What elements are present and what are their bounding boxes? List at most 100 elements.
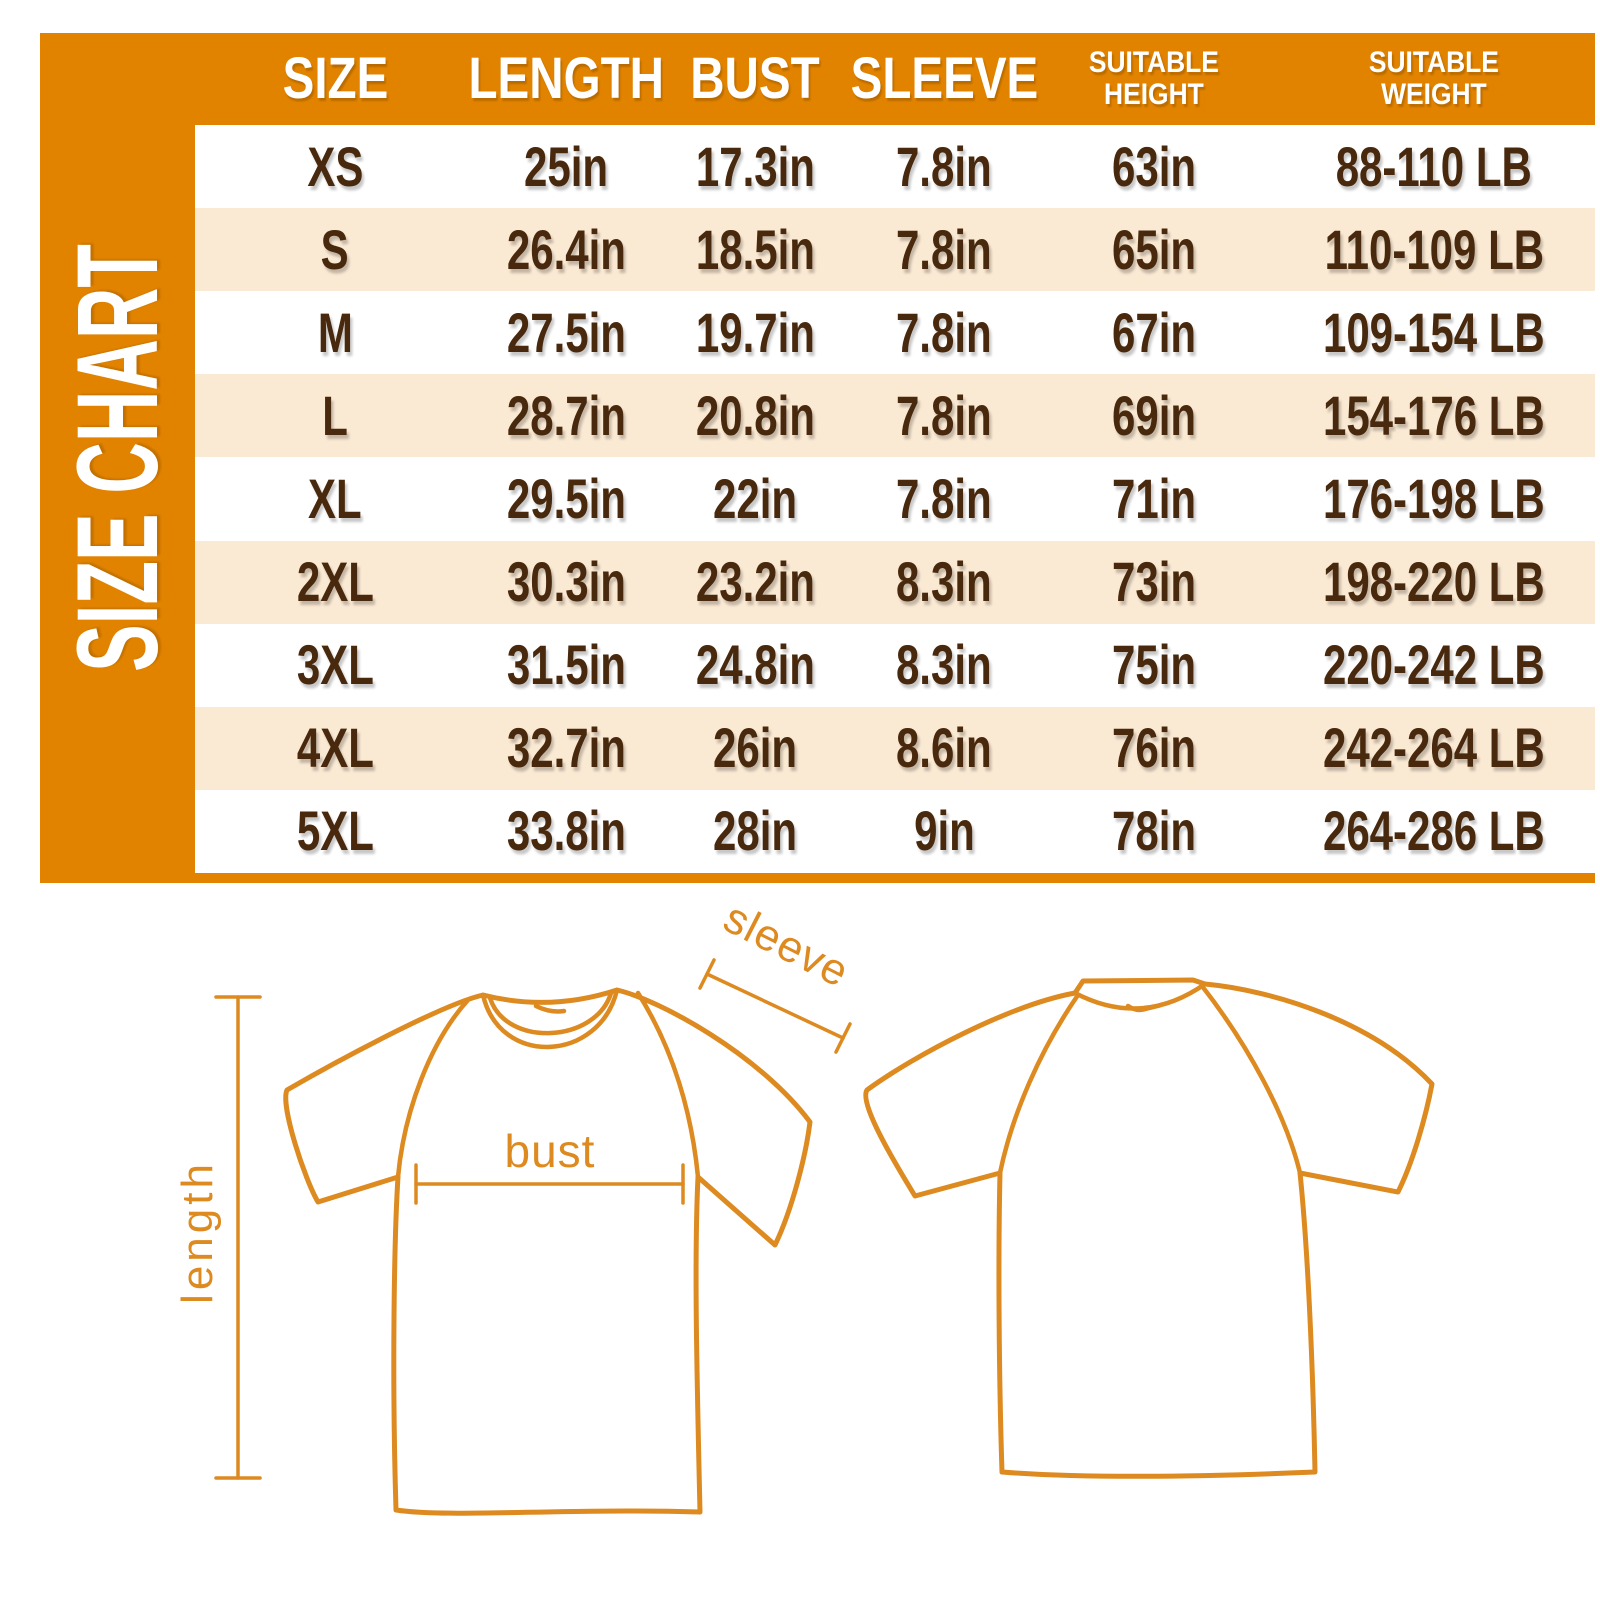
cell-value-bust: 22in (712, 466, 798, 530)
cell-value-size: XS (306, 134, 364, 198)
cell-value-height: 69in (1111, 383, 1197, 447)
cell-value-size: 5XL (296, 799, 374, 863)
cell-length: 32.7in (475, 707, 657, 790)
bust-measure-label: bust (505, 1125, 596, 1177)
cell-value-size: 3XL (296, 633, 374, 697)
cell-value-height: 78in (1111, 799, 1197, 863)
cell-value-size: 4XL (296, 716, 374, 780)
cell-bust: 19.7in (657, 291, 853, 374)
cell-weight: 264-286 LB (1273, 790, 1595, 873)
cell-sleeve: 7.8in (853, 374, 1035, 457)
column-header-suitable-height: SUITABLE HEIGHT (1088, 46, 1220, 111)
cell-value-weight: 220-242 LB (1323, 633, 1545, 697)
cell-value-length: 31.5in (506, 633, 626, 697)
cell-value-size: 2XL (296, 550, 374, 614)
cell-bust: 26in (657, 707, 853, 790)
length-measure-label: length (173, 1160, 222, 1304)
table-row-M: M 27.5in 19.7in 7.8in 67in 109-154 LB (195, 291, 1595, 375)
cell-sleeve: 7.8in (853, 457, 1035, 540)
table-header: SIZE LENGTH BUST SLEEVE SUITABLE HEIGHT SUITAB… (195, 33, 1595, 125)
cell-length: 29.5in (475, 457, 657, 540)
table-row-XL: XL 29.5in 22in 7.8in 71in 176-198 LB (195, 457, 1595, 541)
cell-value-size: XL (308, 466, 362, 530)
chart-title: SIZE CHART (53, 244, 182, 672)
cell-size: M (195, 291, 475, 374)
cell-value-sleeve: 7.8in (896, 300, 992, 364)
cell-value-bust: 23.2in (695, 550, 815, 614)
cell-height: 63in (1035, 125, 1273, 208)
cell-height: 78in (1035, 790, 1273, 873)
cell-length: 30.3in (475, 541, 657, 624)
cell-length: 31.5in (475, 624, 657, 707)
bust-measure-line: bust (414, 1125, 685, 1205)
cell-value-sleeve: 8.3in (896, 550, 992, 614)
column-header-suitable-weight: SUITABLE WEIGHT (1368, 46, 1500, 111)
tshirt-measurement-diagram: sleeve bust length (173, 900, 1435, 1516)
cell-weight: 198-220 LB (1273, 541, 1595, 624)
cell-weight: 88-110 LB (1273, 125, 1595, 208)
cell-value-sleeve: 8.3in (896, 633, 992, 697)
table-body: XS 25in 17.3in 7.8in 63in 88-110 LB S 26.4in 18.… (195, 125, 1595, 873)
cell-value-length: 27.5in (506, 300, 626, 364)
table-row-5XL: 5XL 33.8in 28in 9in 78in 264-286 LB (195, 789, 1595, 873)
cell-sleeve: 7.8in (853, 291, 1035, 374)
cell-value-height: 75in (1111, 633, 1197, 697)
cell-weight: 220-242 LB (1273, 624, 1595, 707)
cell-value-sleeve: 7.8in (896, 134, 992, 198)
cell-value-length: 30.3in (506, 550, 626, 614)
cell-value-length: 33.8in (506, 799, 626, 863)
cell-value-bust: 24.8in (695, 633, 815, 697)
table-row-3XL: 3XL 31.5in 24.8in 8.3in 75in 220-242 LB (195, 623, 1595, 707)
cell-value-height: 71in (1111, 466, 1197, 530)
cell-bust: 17.3in (657, 125, 853, 208)
cell-value-size: L (322, 383, 348, 447)
cell-value-weight: 88-110 LB (1335, 134, 1533, 198)
table-row-L: L 28.7in 20.8in 7.8in 69in 154-176 LB (195, 374, 1595, 458)
column-header-sleeve: SLEEVE (850, 46, 1038, 111)
cell-bust: 22in (657, 457, 853, 540)
cell-size: 2XL (195, 541, 475, 624)
cell-height: 71in (1035, 457, 1273, 540)
tshirt-front-outline (283, 987, 813, 1516)
cell-value-weight: 154-176 LB (1323, 383, 1545, 447)
cell-height: 65in (1035, 208, 1273, 291)
column-header-size: SIZE (282, 46, 388, 111)
cell-value-bust: 19.7in (695, 300, 815, 364)
cell-weight: 110-109 LB (1273, 208, 1595, 291)
cell-value-sleeve: 8.6in (896, 716, 992, 780)
cell-value-sleeve: 9in (913, 799, 975, 863)
cell-value-size: M (317, 300, 353, 364)
cell-value-height: 63in (1111, 134, 1197, 198)
cell-value-sleeve: 7.8in (896, 217, 992, 281)
cell-weight: 109-154 LB (1273, 291, 1595, 374)
table-title-sidebar: SIZE CHART (40, 33, 195, 883)
cell-value-sleeve: 7.8in (896, 466, 992, 530)
cell-sleeve: 8.6in (853, 707, 1035, 790)
cell-height: 69in (1035, 374, 1273, 457)
cell-bust: 20.8in (657, 374, 853, 457)
cell-length: 25in (475, 125, 657, 208)
cell-value-height: 67in (1111, 300, 1197, 364)
cell-value-length: 29.5in (506, 466, 626, 530)
cell-height: 75in (1035, 624, 1273, 707)
cell-value-weight: 264-286 LB (1323, 799, 1545, 863)
cell-weight: 242-264 LB (1273, 707, 1595, 790)
cell-value-bust: 18.5in (695, 217, 815, 281)
table-header-row: SIZE LENGTH BUST SLEEVE SUITABLE HEIGHT SUITAB… (195, 33, 1595, 125)
cell-value-weight: 242-264 LB (1323, 716, 1545, 780)
cell-size: L (195, 374, 475, 457)
sleeve-measure-line: sleeve (698, 900, 857, 1054)
cell-value-length: 25in (523, 134, 609, 198)
cell-height: 73in (1035, 541, 1273, 624)
cell-sleeve: 7.8in (853, 208, 1035, 291)
column-header-length: LENGTH (468, 46, 664, 111)
cell-value-weight: 109-154 LB (1323, 300, 1545, 364)
cell-bust: 28in (657, 790, 853, 873)
cell-length: 26.4in (475, 208, 657, 291)
cell-value-bust: 17.3in (695, 134, 815, 198)
sleeve-measure-label: sleeve (716, 900, 857, 997)
table-bottom-border (40, 873, 1595, 883)
cell-value-bust: 28in (712, 799, 798, 863)
cell-height: 67in (1035, 291, 1273, 374)
